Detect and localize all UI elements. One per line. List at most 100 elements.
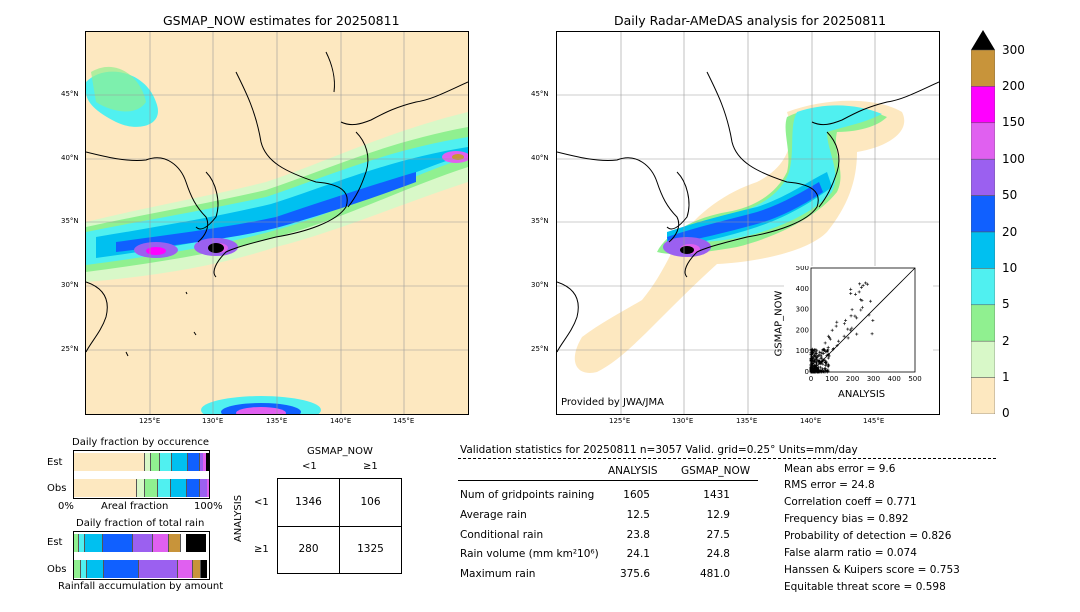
scatter-point [825,350,829,354]
right-lon-125: 125°E [609,417,631,425]
scatter-point [831,348,835,352]
scatter-point [826,362,830,366]
contingency-b: 106 [360,496,381,508]
left-lat-35: 35°N [61,217,79,225]
scatter-ylabel: GSMAP_NOW [773,290,785,357]
scatter-point [819,369,823,373]
score-mae: Mean abs error = 9.6 [784,463,896,475]
scatter-xtick: 200 [846,375,859,383]
scatter-inset: 0 0 100 100 200 200 300 300 400 400 500 500 [784,264,933,414]
occurrence-row-obs: Obs [47,483,67,494]
contingency-a: 1346 [295,496,322,508]
scatter-point [835,320,839,324]
scatter-point [855,316,859,320]
validation-row-analysis: 24.1 [626,548,650,560]
scatter-point [849,292,853,296]
scatter-point [819,357,823,361]
colorbar-extend-arrow [971,30,995,50]
scatter-point [818,365,822,369]
left-map-field [86,32,468,414]
right-map: 0 0 100 100 200 200 300 300 400 400 500 500 [556,31,940,415]
right-lat-35: 35°N [531,217,549,225]
scatter-point [823,361,827,365]
validation-row-analysis: 375.6 [619,568,650,580]
colorbar-segment [970,340,996,378]
validation-row-gsmap: 27.5 [706,529,730,541]
occurrence-axis-right: 100% [194,501,223,512]
right-lat-30: 30°N [531,281,549,289]
occurrence-row-est: Est [47,457,63,468]
scatter-xlabel: ANALYSIS [838,389,886,400]
scatter-point [821,358,825,362]
right-lon-140: 140°E [800,417,822,425]
validation-row-label: Conditional rain [460,529,544,541]
contingency-row-ge: ≥1 [254,544,269,555]
scatter-point [811,361,815,365]
scatter-point [835,343,839,347]
cb-label-150: 150 [1002,115,1025,129]
right-lon-130: 130°E [672,417,694,425]
scatter-point [821,362,825,366]
score-rmse: RMS error = 24.8 [784,479,875,491]
scatter-point [846,336,850,340]
right-map-title: Daily Radar-AMeDAS analysis for 20250811 [614,13,887,28]
validation-row-analysis: 23.8 [626,529,650,541]
total-rain-title: Daily fraction of total rain [76,518,205,529]
validation-row-gsmap: 12.9 [706,509,730,521]
colorbar-segment [970,86,996,124]
scatter-point [823,347,827,351]
score-ets: Equitable threat score = 0.598 [784,581,946,593]
scatter-point [819,360,823,364]
scatter-point [860,305,864,309]
cb-label-0: 0 [1002,406,1010,420]
total-rain-frame [73,531,210,580]
scatter-point [826,334,830,338]
occurrence-frame [73,450,210,499]
scatter-point [858,282,862,286]
occurrence-bar-est [74,453,209,471]
total-rain-bar-obs [74,560,209,578]
cb-label-100: 100 [1002,152,1025,166]
contingency-title: GSMAP_NOW [307,446,373,457]
total-rain-row-est: Est [47,537,63,548]
scatter-point [814,353,818,357]
scatter-point [855,332,859,336]
right-lat-45: 45°N [531,90,549,98]
scatter-xtick: 400 [888,375,901,383]
scatter-point [817,353,821,357]
scatter-point [826,370,830,374]
occurrence-title: Daily fraction by occurence [72,437,210,448]
right-lat-40: 40°N [531,154,549,162]
scatter-point [867,313,871,317]
scatter-point [816,359,820,363]
cb-label-300: 300 [1002,43,1025,57]
validation-row-label: Num of gridpoints raining [460,489,595,501]
cb-label-20: 20 [1002,225,1018,239]
scatter-point [812,353,816,357]
left-lat-30: 30°N [61,281,79,289]
total-rain-footer: Rainfall accumulation by amount [58,581,224,592]
scatter-point [827,354,831,358]
colorbar-segment [970,377,996,415]
scatter-point [844,318,848,322]
scatter-point [814,363,818,367]
scatter-point [818,370,822,374]
cb-label-5: 5 [1002,297,1010,311]
validation-row-gsmap: 1431 [703,489,730,501]
left-map [85,31,469,415]
scatter-point [825,354,829,358]
validation-row-gsmap: 481.0 [699,568,730,580]
occurrence-axis-left: 0% [58,501,74,512]
scatter-point [813,359,817,363]
scatter-ytick: 0 [805,368,809,376]
scatter-point [866,282,870,286]
cb-label-50: 50 [1002,188,1018,202]
left-lon-140: 140°E [330,417,352,425]
validation-col-rule [458,480,758,481]
occurrence-bar-obs [74,479,210,497]
total-rain-row-obs: Obs [47,564,67,575]
scatter-point [810,351,814,355]
scatter-point [846,327,850,331]
validation-col-gsmap: GSMAP_NOW [681,465,751,477]
left-map-title: GSMAP_NOW estimates for 20250811 [163,13,400,28]
